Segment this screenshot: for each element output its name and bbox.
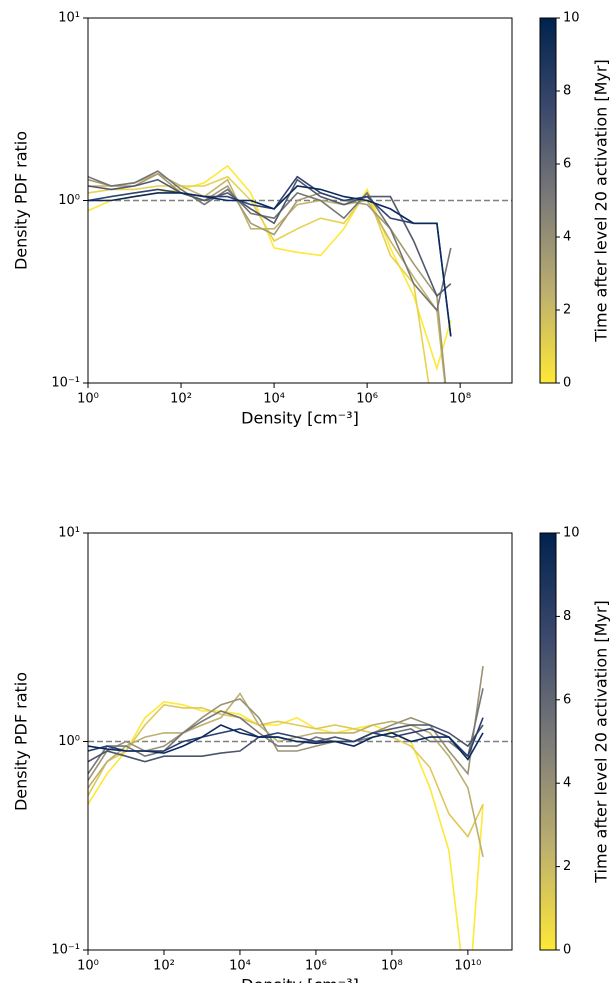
x-tick-label: 10² bbox=[170, 392, 192, 407]
colorbar-tick-label: 8 bbox=[563, 84, 571, 99]
x-tick-label: 10⁸ bbox=[449, 392, 471, 407]
x-tick-label: 10⁸ bbox=[381, 959, 403, 974]
series-line bbox=[88, 172, 446, 383]
colorbar-tick-label: 2 bbox=[563, 303, 571, 318]
y-tick-label: 10⁻¹ bbox=[51, 943, 80, 958]
series-line bbox=[88, 170, 452, 313]
x-axis-label: Density [cm⁻³] bbox=[241, 409, 359, 428]
colorbar-tick-label: 8 bbox=[563, 609, 571, 624]
series-line bbox=[88, 688, 484, 775]
series-line bbox=[88, 724, 484, 761]
colorbar-tick-label: 4 bbox=[563, 230, 571, 245]
series-line bbox=[88, 717, 484, 758]
colorbar-label: Time after level 20 activation [Myr] bbox=[592, 600, 611, 883]
x-tick-label: 10⁰ bbox=[77, 959, 99, 974]
colorbar-label: Time after level 20 activation [Myr] bbox=[592, 59, 611, 342]
y-axis-label: Density PDF ratio bbox=[12, 131, 31, 270]
colorbar-tick-label: 0 bbox=[563, 376, 571, 391]
y-tick-label: 10¹ bbox=[58, 11, 80, 26]
series-line bbox=[88, 178, 452, 298]
series-line bbox=[88, 665, 484, 781]
y-axis-label: Density PDF ratio bbox=[12, 672, 31, 811]
series-line bbox=[88, 692, 484, 857]
plot-area bbox=[88, 164, 512, 383]
plot-area bbox=[88, 665, 512, 950]
colorbar-tick-label: 6 bbox=[563, 692, 571, 707]
colorbar-tick-label: 10 bbox=[563, 526, 580, 541]
x-tick-label: 10² bbox=[153, 959, 175, 974]
x-tick-label: 10⁶ bbox=[356, 392, 378, 407]
x-tick-label: 10⁴ bbox=[229, 959, 251, 974]
y-tick-label: 10⁰ bbox=[58, 734, 80, 749]
x-tick-label: 10⁰ bbox=[77, 392, 99, 407]
x-tick-label: 10¹⁰ bbox=[454, 959, 481, 974]
series-line bbox=[88, 703, 484, 839]
series-line bbox=[88, 164, 452, 372]
colorbar-tick-label: 4 bbox=[563, 776, 571, 791]
y-tick-label: 10⁻¹ bbox=[51, 376, 80, 391]
x-tick-label: 10⁴ bbox=[263, 392, 285, 407]
colorbar-tick-label: 2 bbox=[563, 859, 571, 874]
colorbar-tick-label: 6 bbox=[563, 157, 571, 172]
series-line bbox=[88, 700, 484, 950]
x-axis-label: Density [cm⁻³] bbox=[241, 976, 359, 983]
colorbar bbox=[539, 532, 557, 951]
colorbar-tick-label: 10 bbox=[563, 11, 580, 26]
colorbar bbox=[539, 17, 557, 384]
series-line bbox=[88, 175, 430, 383]
y-tick-label: 10¹ bbox=[58, 526, 80, 541]
series-line bbox=[88, 185, 452, 337]
series-line bbox=[88, 172, 447, 383]
colorbar-tick-label: 0 bbox=[563, 943, 571, 958]
y-tick-label: 10⁰ bbox=[58, 193, 80, 208]
x-tick-label: 10⁶ bbox=[305, 959, 327, 974]
